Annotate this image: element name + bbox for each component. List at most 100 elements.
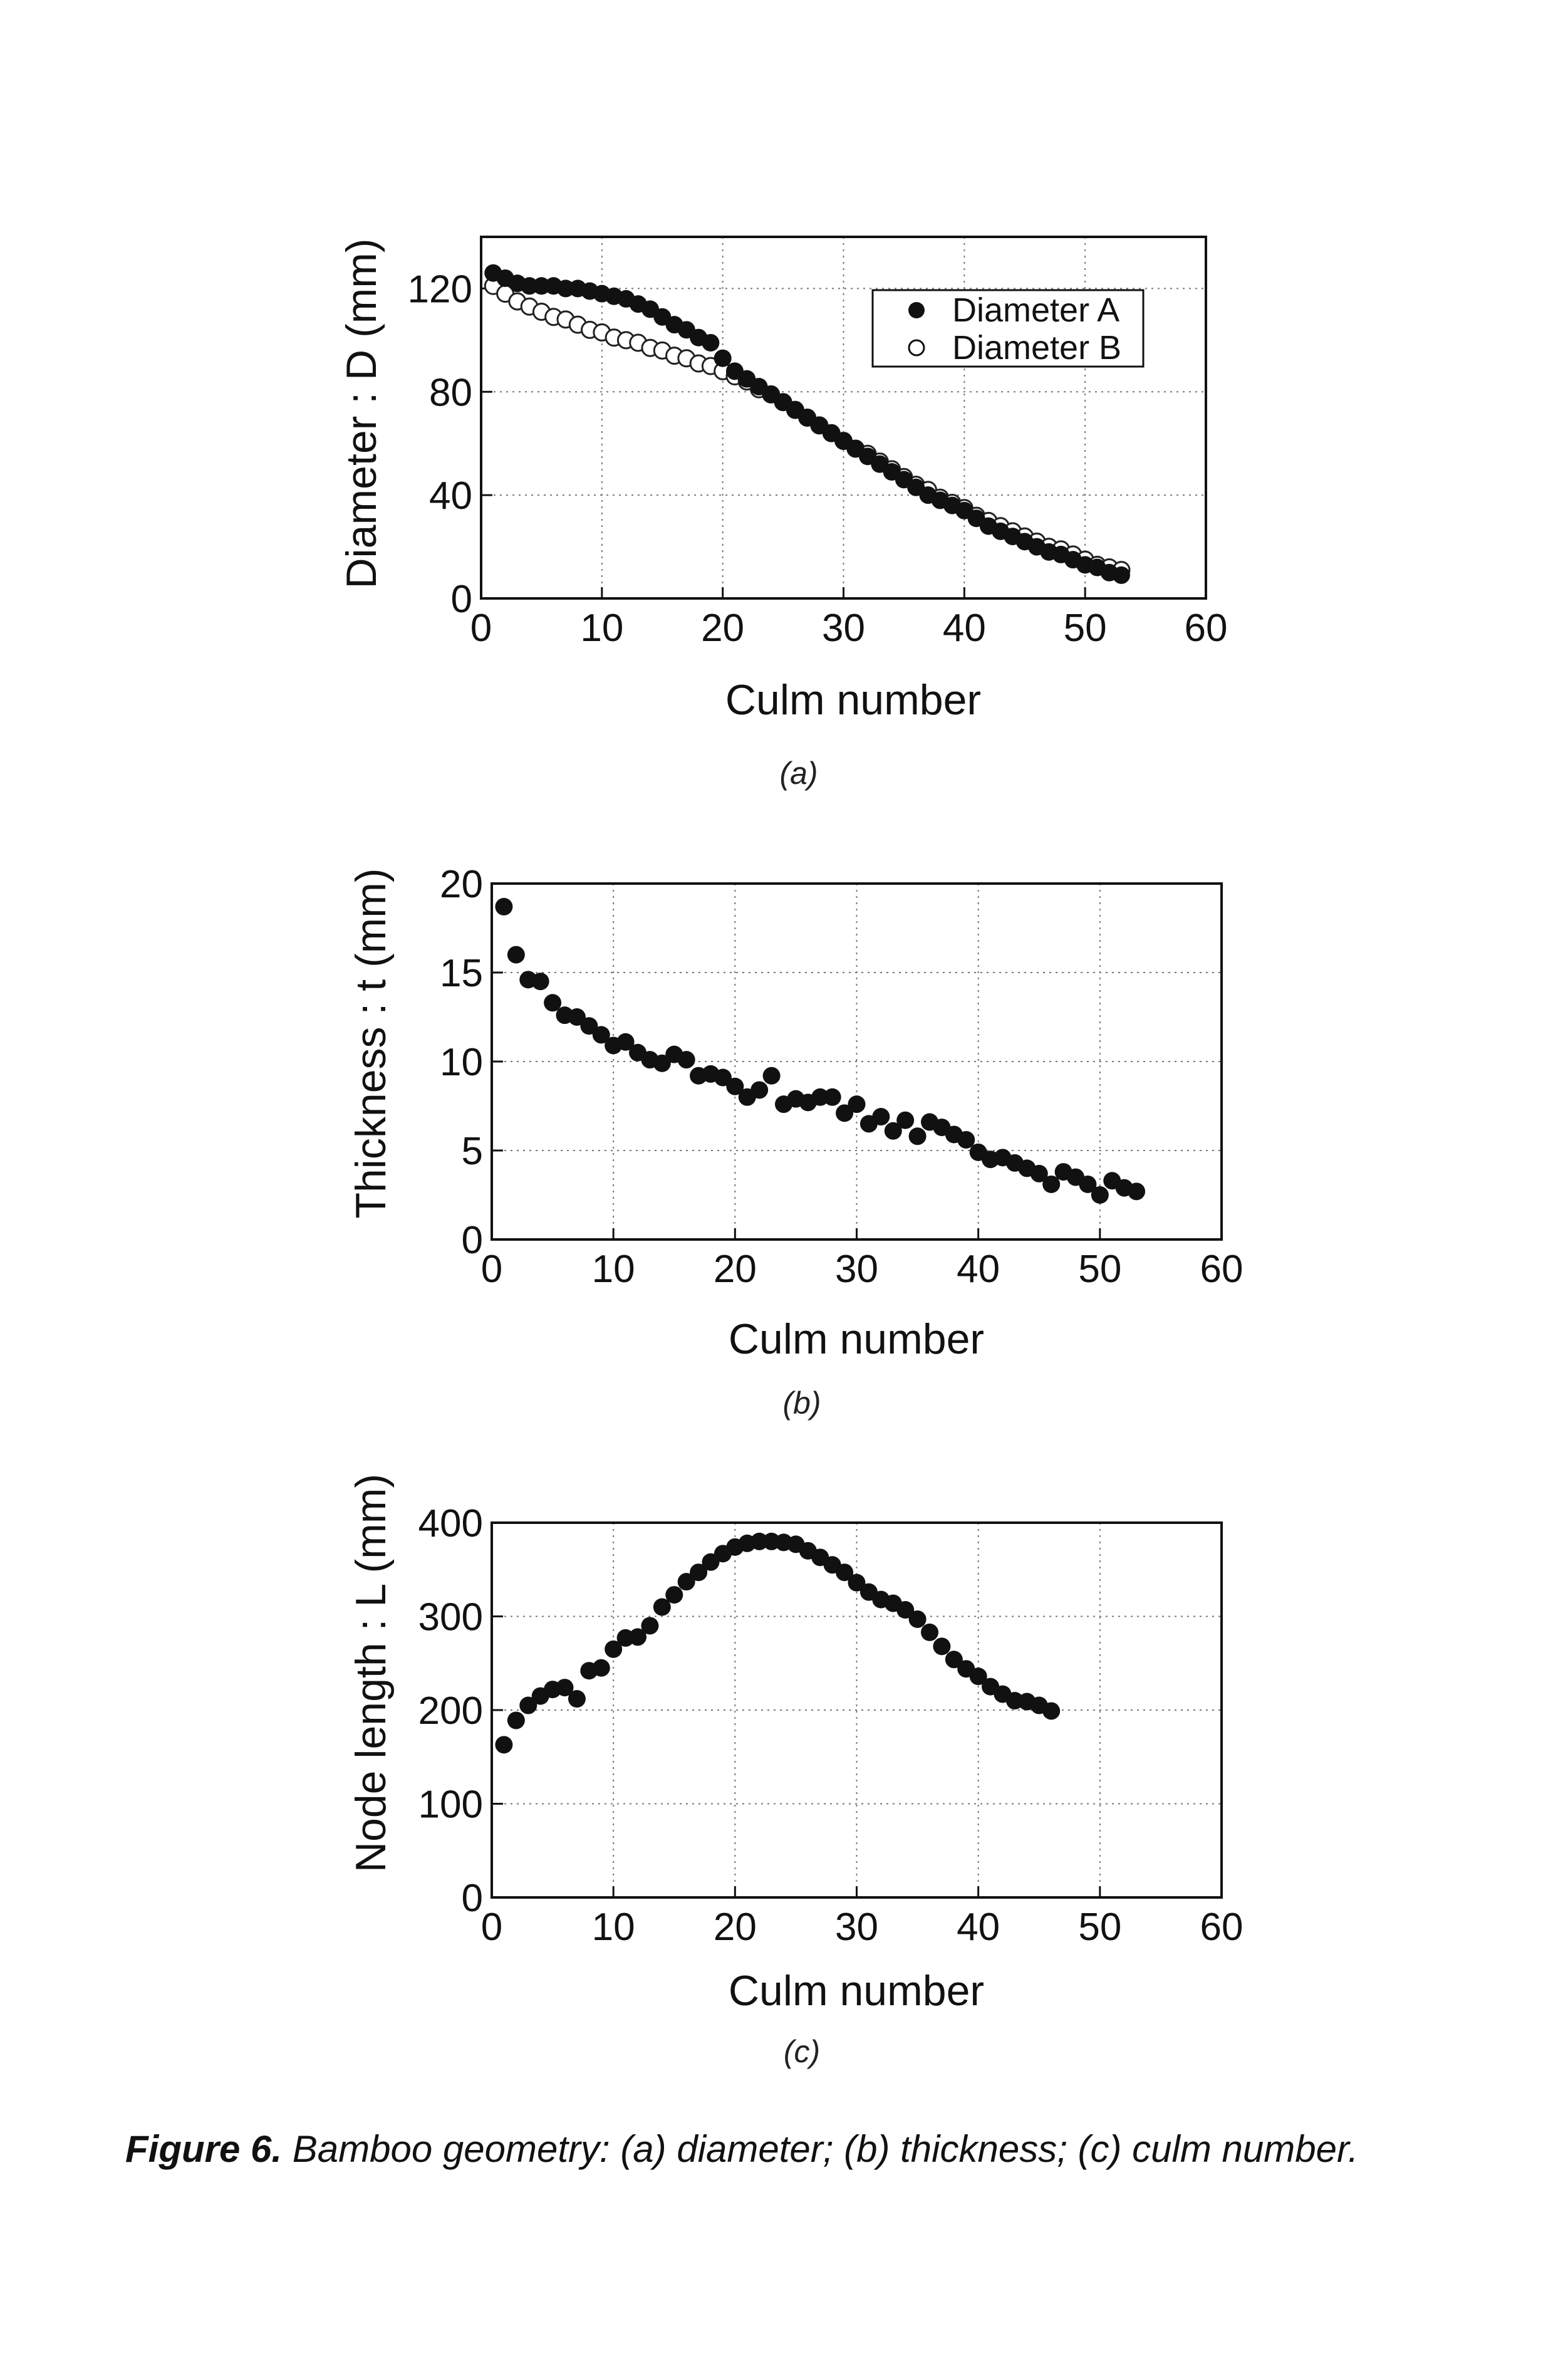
data-point [908,1127,927,1145]
chart-c-xlabel: Culm number [729,1967,984,2015]
chart-a: Diameter : D (mm) Culm number 0 10 20 30 40 5… [338,236,1228,724]
data-point [507,1711,525,1730]
data-point [556,279,574,298]
panel-label-a: (a) [779,756,818,791]
y-tick-label: 20 [440,863,483,906]
data-point [872,1108,890,1126]
caption-text: Bamboo geometry: (a) diameter; (b) thick… [292,2128,1359,2170]
data-point [714,349,732,367]
data-point [1030,1164,1048,1182]
x-tick-label: 40 [957,1248,1000,1291]
data-point [1091,1186,1109,1204]
y-tick-label: 0 [462,1877,483,1920]
chart-b-xlabel: Culm number [729,1315,984,1363]
data-point [605,1640,623,1658]
data-point [848,1095,866,1114]
y-tick-label: 0 [451,578,472,621]
y-tick-label: 200 [418,1689,483,1733]
chart-c-ylabel: Node length : L (mm) [347,1474,395,1872]
data-point [957,1130,975,1149]
chart-a-ylabel: Diameter : D (mm) [338,238,385,588]
data-point [495,897,513,916]
x-tick-label: 20 [714,1906,757,1949]
data-point [519,1696,537,1714]
legend-marker-open [908,339,925,357]
x-tick-label: 10 [592,1906,635,1949]
data-point [556,1679,574,1697]
y-tick-label: 5 [462,1130,483,1173]
y-tick-label: 40 [429,474,472,518]
x-tick-label: 0 [470,607,492,650]
x-tick-label: 60 [1200,1906,1243,1949]
data-point [592,1659,610,1677]
x-tick-label: 60 [1185,607,1228,650]
data-point [836,1563,854,1582]
x-tick-label: 50 [1078,1248,1121,1291]
y-tick-label: 80 [429,371,472,414]
y-tick-label: 10 [440,1041,483,1084]
data-point [726,1077,744,1095]
data-point [544,994,562,1012]
data-point [507,946,525,964]
x-tick-label: 20 [714,1248,757,1291]
data-point [933,1637,951,1656]
legend-marker-filled [908,302,925,318]
y-tick-label: 0 [462,1219,483,1262]
data-point [568,1690,586,1708]
panel-label-c: (c) [783,2034,821,2069]
data-point [896,1111,915,1129]
x-tick-label: 40 [957,1906,1000,1949]
x-tick-label: 0 [481,1906,502,1949]
data-point [531,973,549,991]
x-tick-label: 50 [1064,607,1107,650]
figure-caption: Figure 6. Bamboo geometry: (a) diameter;… [125,2127,1503,2171]
data-point [532,277,551,295]
data-point [1042,1702,1061,1720]
data-point [1079,1175,1097,1193]
chart-c: Node length : L (mm) Culm number 0 10 20 30… [347,1474,1243,2015]
x-tick-label: 60 [1200,1248,1243,1291]
x-tick-label: 30 [822,607,865,650]
data-point [750,1532,769,1550]
x-tick-label: 0 [481,1248,502,1291]
data-point [848,1573,866,1592]
y-tick-label: 15 [440,952,483,995]
data-point [714,1068,732,1087]
data-point [653,1598,671,1616]
data-point [616,1033,635,1051]
data-point [568,1008,586,1026]
data-point [908,1610,927,1628]
data-point [690,1563,708,1582]
data-point [629,1628,646,1646]
chart-a-legend: Diameter A Diameter B [871,289,1145,368]
data-point [762,1067,781,1085]
legend-label-b: Diameter B [952,329,1121,367]
y-tick-label: 300 [418,1596,483,1639]
data-point [521,277,539,295]
data-point [665,1586,683,1604]
chart-a-xlabel: Culm number [725,676,981,724]
chart-b-ylabel: Thickness : t (mm) [347,868,395,1218]
data-point [653,1054,671,1072]
data-point [1113,566,1131,584]
data-point [677,1573,695,1591]
x-tick-label: 30 [835,1248,878,1291]
data-point [945,1651,963,1669]
data-point [495,1736,513,1754]
data-point [750,1081,769,1099]
y-tick-label: 100 [418,1783,483,1827]
caption-label: Figure 6. [125,2128,283,2170]
data-point [702,333,720,352]
y-tick-label: 400 [418,1502,483,1545]
data-point [884,1122,902,1140]
data-point [921,1623,938,1641]
data-point [1128,1182,1146,1201]
data-point [836,1104,854,1122]
chart-b: Thickness : t (mm) Culm number 0 10 20 30 40… [347,863,1243,1363]
y-tick-label: 120 [408,268,472,311]
x-tick-label: 20 [701,607,744,650]
data-point [823,1088,841,1106]
x-tick-label: 10 [592,1248,635,1291]
legend-label-a: Diameter A [952,291,1119,329]
data-point [1042,1175,1061,1193]
